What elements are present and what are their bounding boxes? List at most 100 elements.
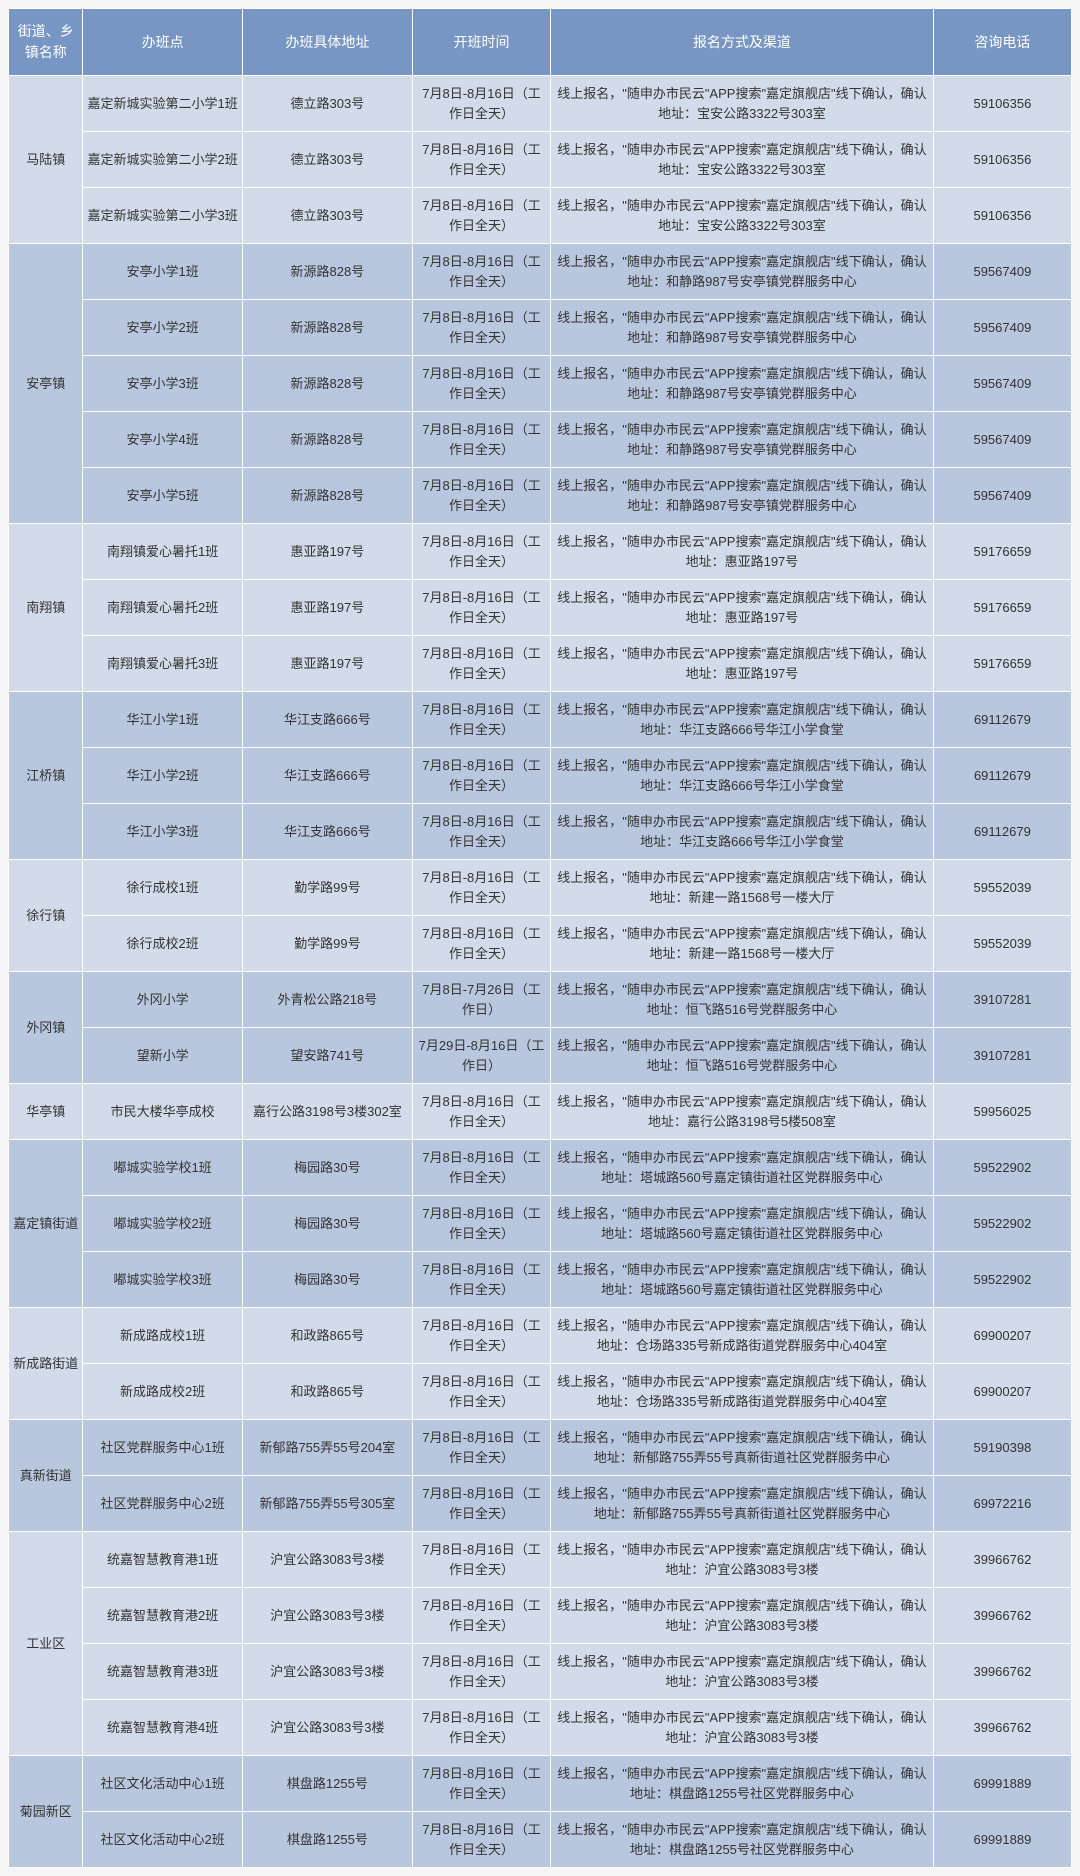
site-cell: 华江小学1班 <box>83 692 242 748</box>
site-cell: 安亭小学3班 <box>83 356 242 412</box>
addr-cell: 新源路828号 <box>242 412 412 468</box>
method-cell: 线上报名，"随申办市民云"APP搜索"嘉定旗舰店"线下确认，确认地址：宝安公路3… <box>551 132 934 188</box>
method-cell: 线上报名，"随申办市民云"APP搜索"嘉定旗舰店"线下确认，确认地址：沪宜公路3… <box>551 1532 934 1588</box>
site-cell: 安亭小学5班 <box>83 468 242 524</box>
addr-cell: 华江支路666号 <box>242 748 412 804</box>
method-cell: 线上报名，"随申办市民云"APP搜索"嘉定旗舰店"线下确认，确认地址：仓场路33… <box>551 1308 934 1364</box>
site-cell: 安亭小学2班 <box>83 300 242 356</box>
site-cell: 统嘉智慧教育港1班 <box>83 1532 242 1588</box>
method-cell: 线上报名，"随申办市民云"APP搜索"嘉定旗舰店"线下确认，确认地址：沪宜公路3… <box>551 1700 934 1756</box>
table-row: 华江小学2班华江支路666号7月8日-8月16日（工作日全天）线上报名，"随申办… <box>9 748 1072 804</box>
addr-cell: 外青松公路218号 <box>242 972 412 1028</box>
table-row: 嘟城实验学校2班梅园路30号7月8日-8月16日（工作日全天）线上报名，"随申办… <box>9 1196 1072 1252</box>
phone-cell: 59567409 <box>933 412 1071 468</box>
time-cell: 7月8日-8月16日（工作日全天） <box>412 804 550 860</box>
site-cell: 市民大楼华亭成校 <box>83 1084 242 1140</box>
phone-cell: 39966762 <box>933 1644 1071 1700</box>
site-cell: 社区党群服务中心2班 <box>83 1476 242 1532</box>
site-cell: 外冈小学 <box>83 972 242 1028</box>
table-row: 马陆镇嘉定新城实验第二小学1班德立路303号7月8日-8月16日（工作日全天）线… <box>9 76 1072 132</box>
time-cell: 7月8日-8月16日（工作日全天） <box>412 1252 550 1308</box>
method-cell: 线上报名，"随申办市民云"APP搜索"嘉定旗舰店"线下确认，确认地址：华江支路6… <box>551 692 934 748</box>
col-header-5: 咨询电话 <box>933 9 1071 76</box>
time-cell: 7月8日-8月16日（工作日全天） <box>412 580 550 636</box>
site-cell: 华江小学3班 <box>83 804 242 860</box>
col-header-0: 街道、乡镇名称 <box>9 9 83 76</box>
table-row: 南翔镇南翔镇爱心暑托1班惠亚路197号7月8日-8月16日（工作日全天）线上报名… <box>9 524 1072 580</box>
col-header-2: 办班具体地址 <box>242 9 412 76</box>
phone-cell: 39966762 <box>933 1532 1071 1588</box>
site-cell: 新成路成校1班 <box>83 1308 242 1364</box>
schedule-table: 街道、乡镇名称办班点办班具体地址开班时间报名方式及渠道咨询电话 马陆镇嘉定新城实… <box>8 8 1072 1868</box>
method-cell: 线上报名，"随申办市民云"APP搜索"嘉定旗舰店"线下确认，确认地址：和静路98… <box>551 412 934 468</box>
time-cell: 7月8日-8月16日（工作日全天） <box>412 692 550 748</box>
site-cell: 安亭小学4班 <box>83 412 242 468</box>
time-cell: 7月8日-8月16日（工作日全天） <box>412 1588 550 1644</box>
site-cell: 统嘉智慧教育港4班 <box>83 1700 242 1756</box>
table-row: 社区党群服务中心2班新郁路755弄55号305室7月8日-8月16日（工作日全天… <box>9 1476 1072 1532</box>
phone-cell: 69900207 <box>933 1308 1071 1364</box>
addr-cell: 惠亚路197号 <box>242 636 412 692</box>
addr-cell: 惠亚路197号 <box>242 524 412 580</box>
phone-cell: 59567409 <box>933 356 1071 412</box>
method-cell: 线上报名，"随申办市民云"APP搜索"嘉定旗舰店"线下确认，确认地址：沪宜公路3… <box>551 1588 934 1644</box>
col-header-1: 办班点 <box>83 9 242 76</box>
district-cell: 真新街道 <box>9 1420 83 1532</box>
method-cell: 线上报名，"随申办市民云"APP搜索"嘉定旗舰店"线下确认，确认地址：惠亚路19… <box>551 636 934 692</box>
method-cell: 线上报名，"随申办市民云"APP搜索"嘉定旗舰店"线下确认，确认地址：新建一路1… <box>551 860 934 916</box>
addr-cell: 梅园路30号 <box>242 1252 412 1308</box>
table-row: 望新小学望安路741号7月29日-8月16日（工作日）线上报名，"随申办市民云"… <box>9 1028 1072 1084</box>
table-row: 嘟城实验学校3班梅园路30号7月8日-8月16日（工作日全天）线上报名，"随申办… <box>9 1252 1072 1308</box>
phone-cell: 59176659 <box>933 524 1071 580</box>
table-row: 工业区统嘉智慧教育港1班沪宜公路3083号3楼7月8日-8月16日（工作日全天）… <box>9 1532 1072 1588</box>
time-cell: 7月8日-8月16日（工作日全天） <box>412 132 550 188</box>
table-header: 街道、乡镇名称办班点办班具体地址开班时间报名方式及渠道咨询电话 <box>9 9 1072 76</box>
addr-cell: 棋盘路1255号 <box>242 1756 412 1812</box>
table-row: 徐行成校2班勤学路99号7月8日-8月16日（工作日全天）线上报名，"随申办市民… <box>9 916 1072 972</box>
table-row: 菊园新区社区文化活动中心1班棋盘路1255号7月8日-8月16日（工作日全天）线… <box>9 1756 1072 1812</box>
phone-cell: 69112679 <box>933 692 1071 748</box>
method-cell: 线上报名，"随申办市民云"APP搜索"嘉定旗舰店"线下确认，确认地址：宝安公路3… <box>551 188 934 244</box>
time-cell: 7月8日-8月16日（工作日全天） <box>412 76 550 132</box>
method-cell: 线上报名，"随申办市民云"APP搜索"嘉定旗舰店"线下确认，确认地址：塔城路56… <box>551 1140 934 1196</box>
site-cell: 徐行成校2班 <box>83 916 242 972</box>
phone-cell: 39107281 <box>933 972 1071 1028</box>
addr-cell: 德立路303号 <box>242 76 412 132</box>
site-cell: 南翔镇爱心暑托2班 <box>83 580 242 636</box>
time-cell: 7月8日-8月16日（工作日全天） <box>412 1812 550 1868</box>
site-cell: 社区文化活动中心1班 <box>83 1756 242 1812</box>
district-cell: 菊园新区 <box>9 1756 83 1868</box>
time-cell: 7月8日-8月16日（工作日全天） <box>412 1476 550 1532</box>
site-cell: 嘉定新城实验第二小学1班 <box>83 76 242 132</box>
district-cell: 徐行镇 <box>9 860 83 972</box>
addr-cell: 沪宜公路3083号3楼 <box>242 1644 412 1700</box>
time-cell: 7月8日-8月16日（工作日全天） <box>412 1756 550 1812</box>
method-cell: 线上报名，"随申办市民云"APP搜索"嘉定旗舰店"线下确认，确认地址：新郁路75… <box>551 1420 934 1476</box>
table-row: 嘉定新城实验第二小学3班德立路303号7月8日-8月16日（工作日全天）线上报名… <box>9 188 1072 244</box>
phone-cell: 59522902 <box>933 1140 1071 1196</box>
addr-cell: 勤学路99号 <box>242 916 412 972</box>
addr-cell: 华江支路666号 <box>242 692 412 748</box>
addr-cell: 沪宜公路3083号3楼 <box>242 1700 412 1756</box>
site-cell: 社区党群服务中心1班 <box>83 1420 242 1476</box>
method-cell: 线上报名，"随申办市民云"APP搜索"嘉定旗舰店"线下确认，确认地址：和静路98… <box>551 356 934 412</box>
district-cell: 江桥镇 <box>9 692 83 860</box>
table-row: 嘉定新城实验第二小学2班德立路303号7月8日-8月16日（工作日全天）线上报名… <box>9 132 1072 188</box>
table-row: 新成路街道新成路成校1班和政路865号7月8日-8月16日（工作日全天）线上报名… <box>9 1308 1072 1364</box>
site-cell: 嘉定新城实验第二小学2班 <box>83 132 242 188</box>
method-cell: 线上报名，"随申办市民云"APP搜索"嘉定旗舰店"线下确认，确认地址：华江支路6… <box>551 804 934 860</box>
phone-cell: 69991889 <box>933 1756 1071 1812</box>
district-cell: 马陆镇 <box>9 76 83 244</box>
phone-cell: 59956025 <box>933 1084 1071 1140</box>
col-header-4: 报名方式及渠道 <box>551 9 934 76</box>
method-cell: 线上报名，"随申办市民云"APP搜索"嘉定旗舰店"线下确认，确认地址：和静路98… <box>551 244 934 300</box>
site-cell: 望新小学 <box>83 1028 242 1084</box>
method-cell: 线上报名，"随申办市民云"APP搜索"嘉定旗舰店"线下确认，确认地址：恒飞路51… <box>551 1028 934 1084</box>
table-body: 马陆镇嘉定新城实验第二小学1班德立路303号7月8日-8月16日（工作日全天）线… <box>9 76 1072 1868</box>
method-cell: 线上报名，"随申办市民云"APP搜索"嘉定旗舰店"线下确认，确认地址：惠亚路19… <box>551 524 934 580</box>
addr-cell: 新源路828号 <box>242 356 412 412</box>
addr-cell: 新郁路755弄55号305室 <box>242 1476 412 1532</box>
method-cell: 线上报名，"随申办市民云"APP搜索"嘉定旗舰店"线下确认，确认地址：新郁路75… <box>551 1476 934 1532</box>
method-cell: 线上报名，"随申办市民云"APP搜索"嘉定旗舰店"线下确认，确认地址：宝安公路3… <box>551 76 934 132</box>
table-row: 安亭镇安亭小学1班新源路828号7月8日-8月16日（工作日全天）线上报名，"随… <box>9 244 1072 300</box>
